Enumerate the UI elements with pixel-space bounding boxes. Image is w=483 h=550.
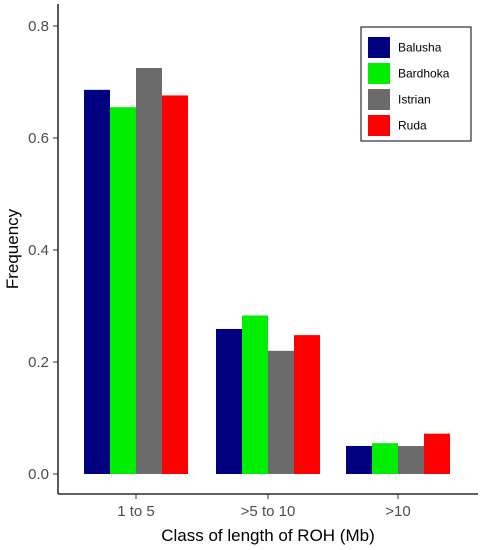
x-tick-label: >10	[385, 503, 410, 520]
x-ticks-group: 1 to 5 >5 to 10 >10	[117, 494, 411, 520]
x-axis-title: Class of length of ROH (Mb)	[161, 526, 375, 545]
bar-bardhoka-1	[110, 107, 136, 474]
bar-istrian-3	[398, 446, 424, 474]
legend-key-bardhoka	[368, 63, 390, 84]
legend-key-ruda	[368, 115, 390, 136]
bar-balusha-2	[216, 328, 242, 474]
y-ticks-group: 0.0 0.2 0.4 0.6 0.8	[28, 18, 58, 483]
bar-ruda-1	[162, 95, 188, 474]
legend: Balusha Bardhoka Istrian Ruda	[360, 26, 472, 142]
legend-label-istrian: Istrian	[398, 93, 431, 107]
legend-key-istrian	[368, 89, 390, 110]
bar-balusha-3	[346, 446, 372, 474]
bars-group	[84, 68, 450, 474]
bar-istrian-2	[268, 350, 294, 474]
y-tick-label: 0.4	[28, 242, 49, 259]
bar-bardhoka-2	[242, 315, 268, 474]
bar-balusha-1	[84, 89, 110, 474]
bar-ruda-2	[294, 335, 320, 474]
bar-istrian-1	[136, 68, 162, 474]
legend-label-ruda: Ruda	[398, 119, 427, 133]
legend-label-bardhoka: Bardhoka	[398, 67, 450, 81]
y-axis-title: Frequency	[3, 208, 22, 289]
legend-key-balusha	[368, 37, 390, 58]
x-tick-label: >5 to 10	[241, 503, 296, 520]
y-tick-label: 0.6	[28, 130, 49, 147]
x-tick-label: 1 to 5	[117, 503, 155, 520]
bar-ruda-3	[424, 433, 450, 474]
bar-bardhoka-3	[372, 443, 398, 474]
y-tick-label: 0.8	[28, 18, 49, 35]
y-tick-label: 0.0	[28, 466, 49, 483]
legend-label-balusha: Balusha	[398, 41, 442, 55]
y-tick-label: 0.2	[28, 354, 49, 371]
